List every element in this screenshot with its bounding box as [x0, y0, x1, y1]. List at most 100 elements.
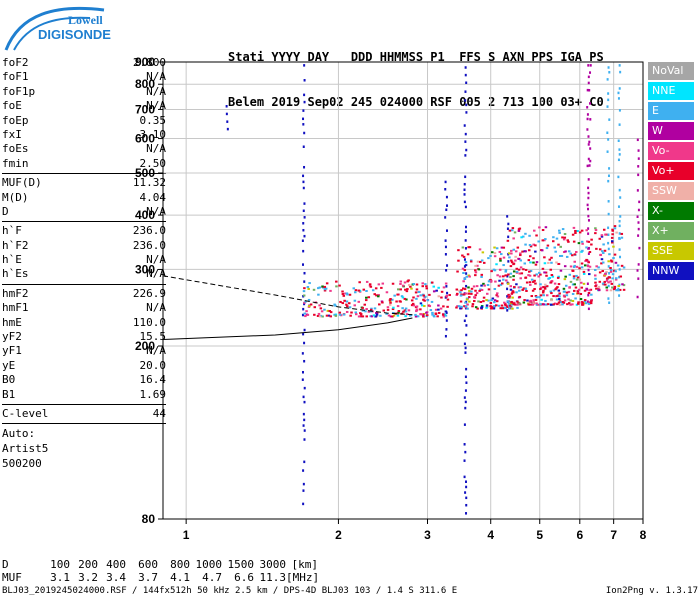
echo-mark — [464, 351, 467, 354]
echo-mark — [567, 302, 571, 305]
echo-mark — [586, 240, 589, 243]
echo-mark — [511, 296, 514, 299]
echo-mark — [419, 308, 422, 311]
echo-mark — [496, 274, 499, 277]
echo-mark — [618, 275, 621, 279]
echo-mark — [589, 302, 593, 305]
echo-mark — [514, 259, 517, 262]
distance-cell: 800 — [170, 558, 190, 571]
echo-mark — [412, 304, 416, 307]
param-group-muf: MUF(D) 11.32 M(D) 4.04 D N/A — [2, 176, 166, 219]
divider — [2, 173, 166, 175]
echo-mark — [598, 248, 602, 251]
echo-mark — [348, 306, 352, 309]
echo-mark — [607, 66, 610, 69]
echo-mark — [615, 231, 618, 234]
echo-mark — [529, 299, 532, 302]
echo-mark — [464, 140, 467, 143]
echo-mark — [442, 315, 446, 318]
echo-mark — [479, 300, 483, 303]
echo-mark — [493, 301, 496, 304]
echo-mark — [303, 301, 306, 304]
echo-mark — [552, 303, 555, 306]
echo-mark — [594, 229, 598, 232]
echo-mark — [405, 290, 409, 293]
echo-mark — [579, 292, 583, 295]
echo-mark — [477, 300, 480, 303]
echo-mark — [404, 307, 408, 310]
echo-mark — [610, 260, 614, 263]
y-tick-label: 600 — [135, 132, 155, 146]
y-tick-label: 200 — [135, 339, 155, 353]
echo-mark — [550, 274, 554, 277]
echo-mark — [408, 314, 412, 317]
echo-mark — [333, 303, 336, 306]
echo-mark — [517, 268, 521, 271]
auto-version: 500200 — [2, 457, 42, 471]
echo-mark — [588, 89, 591, 92]
param-value: 2.50 — [139, 156, 167, 170]
param-value: 110.0 — [132, 315, 166, 329]
echo-mark — [595, 247, 598, 250]
echo-mark — [528, 281, 532, 284]
echo-mark — [528, 234, 531, 237]
echo-mark — [468, 275, 471, 278]
echo-mark — [555, 261, 558, 264]
param-row-h-e: h`E N/A — [2, 253, 166, 267]
echo-mark — [574, 297, 577, 300]
echo-mark — [444, 334, 447, 338]
echo-mark — [549, 290, 553, 293]
echo-mark — [302, 180, 305, 184]
param-value: N/A — [146, 344, 166, 358]
echo-mark — [509, 288, 513, 291]
echo-mark — [349, 314, 352, 317]
echo-mark — [533, 288, 536, 291]
echo-mark — [415, 310, 418, 313]
echo-mark — [317, 293, 320, 296]
echo-mark — [604, 273, 607, 276]
muf-cell: 11.3 — [259, 571, 287, 584]
echo-mark — [614, 277, 618, 280]
echo-mark — [465, 480, 468, 483]
echo-mark — [477, 268, 481, 271]
echo-mark — [354, 311, 358, 314]
echo-mark — [546, 303, 550, 306]
echo-mark — [466, 303, 469, 306]
echo-mark — [569, 303, 572, 306]
echo-mark — [510, 292, 514, 295]
distance-cell: 200 — [78, 558, 98, 571]
echo-mark — [344, 292, 347, 295]
echo-mark — [303, 216, 306, 219]
echo-mark — [302, 123, 305, 126]
echo-mark — [549, 281, 553, 284]
echo-mark — [519, 266, 523, 269]
echo-mark — [587, 143, 590, 146]
echo-mark — [359, 313, 363, 316]
echo-mark — [304, 315, 307, 318]
echo-mark — [532, 299, 535, 302]
echo-mark — [598, 280, 602, 283]
echo-mark — [541, 267, 545, 270]
echo-mark — [354, 289, 358, 292]
echo-mark — [348, 302, 351, 305]
echo-mark — [534, 298, 538, 301]
echo-mark — [576, 230, 579, 233]
echo-mark — [551, 275, 555, 278]
echo-mark — [466, 307, 469, 310]
distance-cell: [km] — [291, 558, 319, 571]
echo-mark — [600, 262, 603, 265]
echo-mark — [535, 303, 539, 306]
echo-mark — [460, 305, 463, 308]
chart-axes: 1 2 3 4 5 6 7 8 80 200 300 400 500 600 700 800 900 — [135, 55, 647, 542]
echo-mark — [574, 251, 578, 254]
echo-mark — [473, 300, 476, 303]
echo-mark — [392, 314, 396, 317]
echo-mark — [446, 204, 449, 207]
echo-mark — [357, 300, 361, 303]
param-row-b0: B0 16.4 — [2, 373, 166, 387]
echo-mark — [335, 285, 338, 288]
echo-mark — [329, 311, 333, 314]
echo-mark — [573, 283, 576, 286]
echo-mark — [607, 281, 610, 284]
echo-mark — [512, 275, 515, 278]
